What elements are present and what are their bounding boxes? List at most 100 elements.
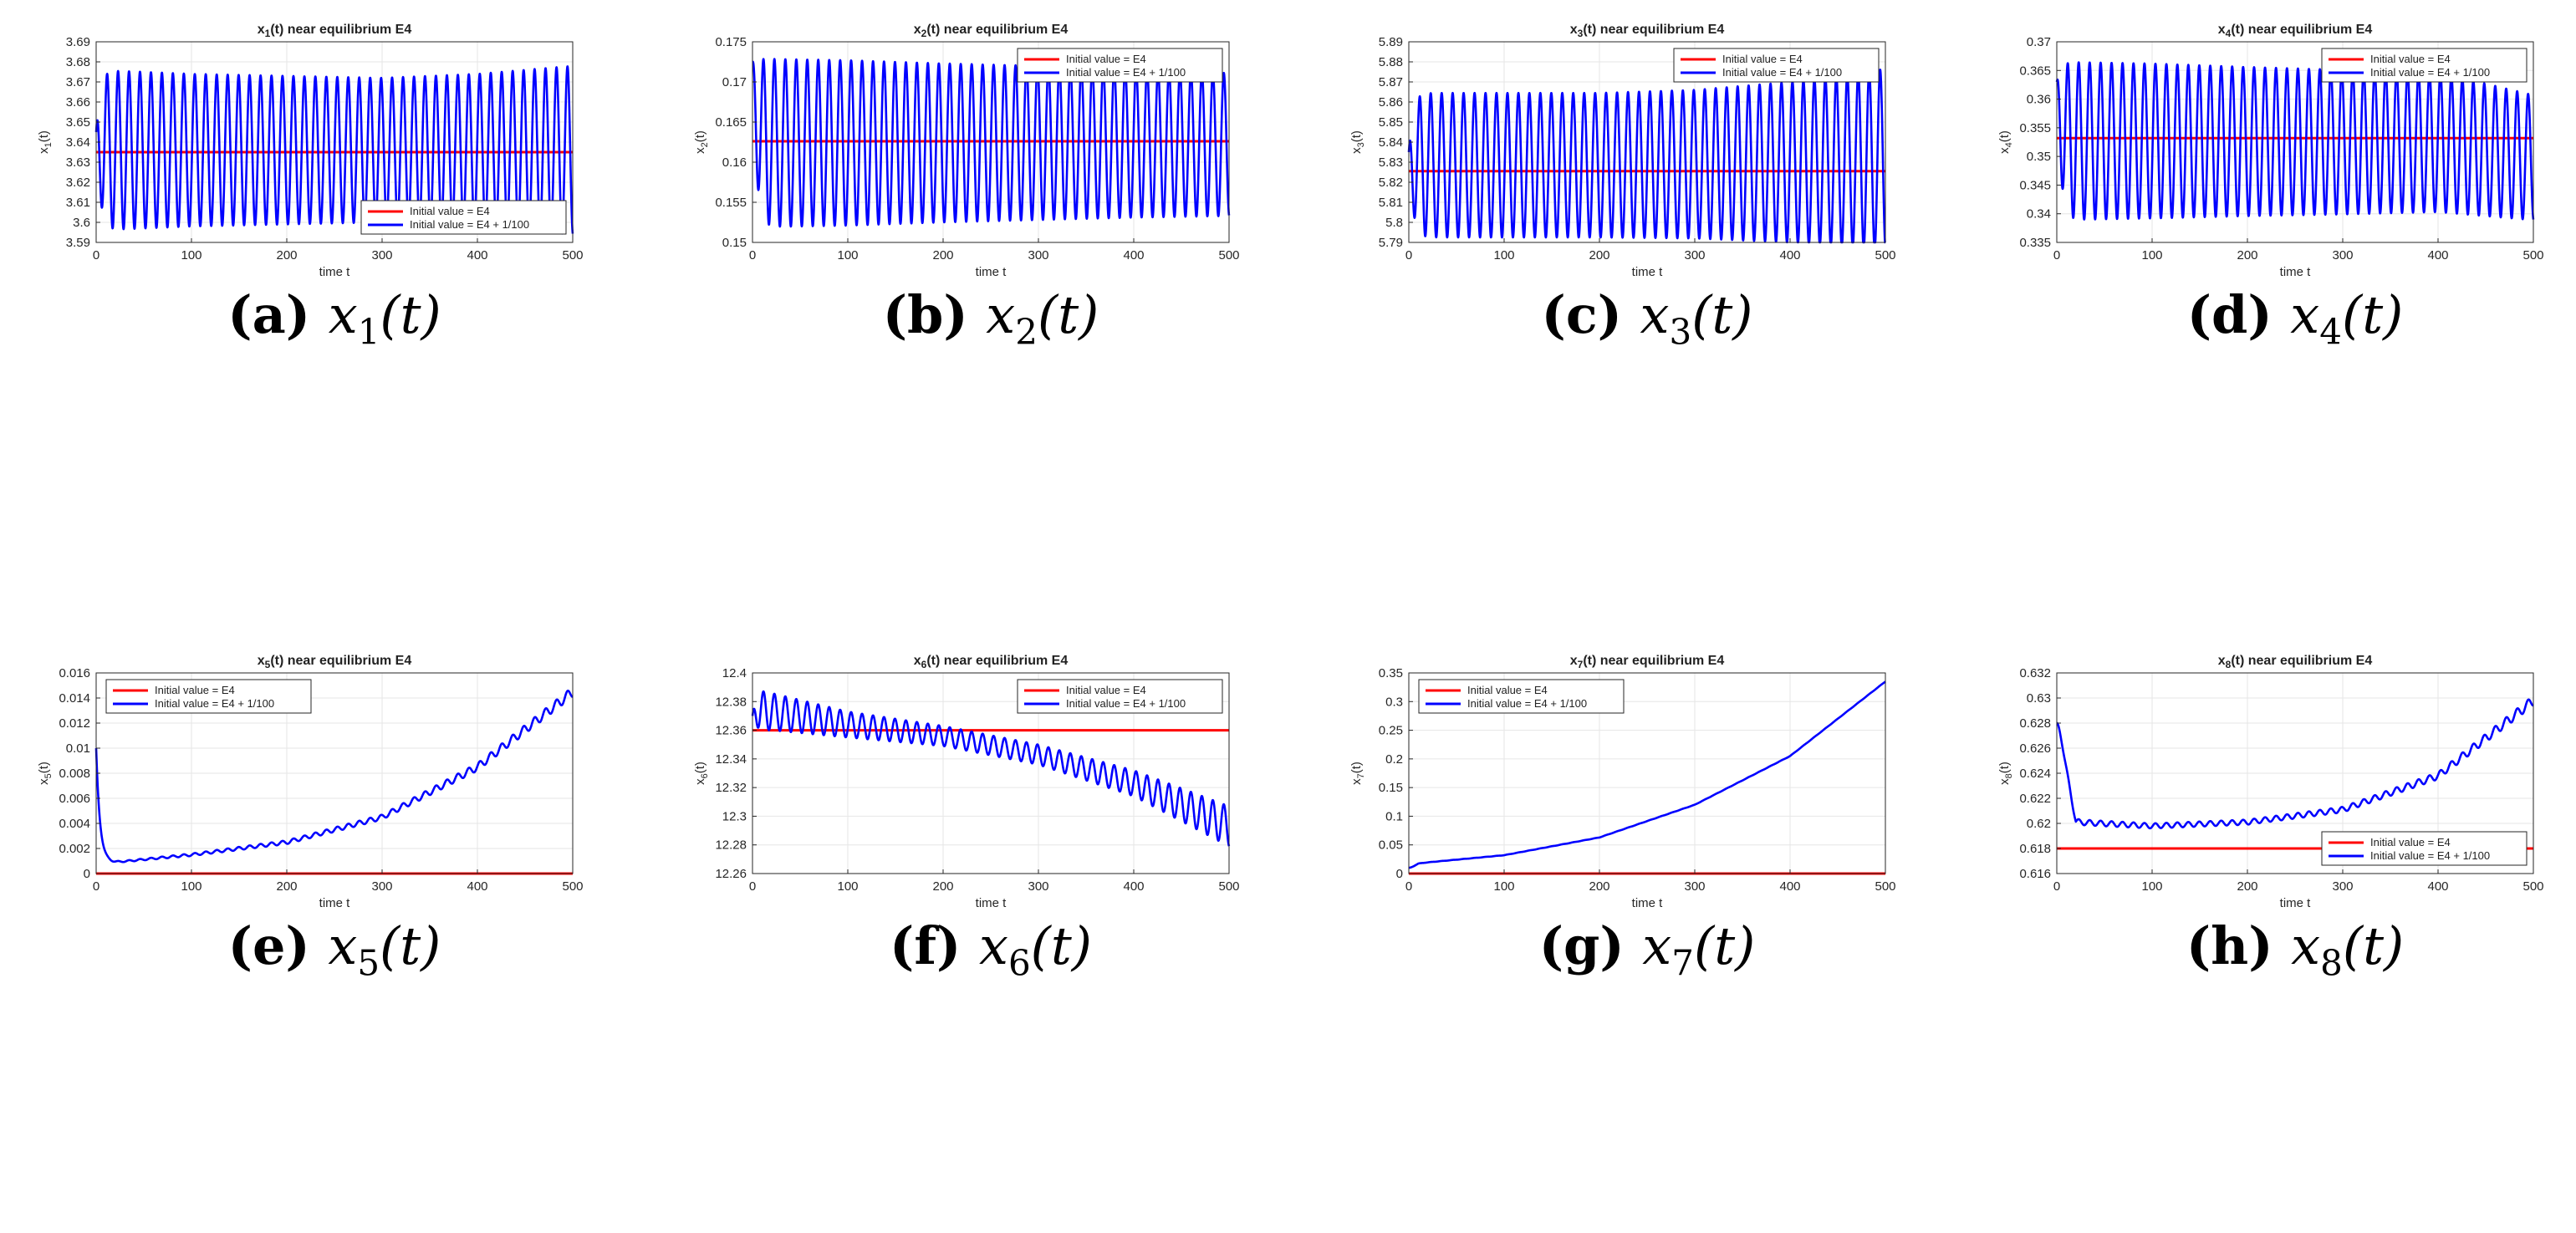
y-tick-label: 3.67: [66, 75, 90, 89]
x-tick-label: 0: [749, 879, 756, 894]
axes-box: [752, 41, 1230, 243]
series-line-perturbed: [1407, 69, 1887, 244]
x-tick-label: 500: [562, 879, 583, 894]
x-axis-label: time t: [1632, 265, 1664, 279]
x-tick-label: 300: [1028, 879, 1048, 894]
panel-caption: (g) x7(t): [1409, 915, 1885, 983]
series-line-perturbed: [2055, 698, 2535, 830]
chart-title: x1(t) near equilibrium E4: [258, 23, 412, 39]
y-tick-label: 3.62: [66, 176, 90, 190]
chart-title: x6(t) near equilibrium E4: [914, 654, 1069, 670]
x-tick-label: 100: [1493, 248, 1514, 262]
y-tick-label: 12.28: [715, 838, 747, 853]
legend-box: [360, 200, 567, 235]
x-tick-label: 400: [2427, 879, 2448, 894]
x-tick-label: 300: [2332, 879, 2353, 894]
x-axis-label: time t: [2280, 265, 2312, 279]
caption-argument: (t): [380, 284, 441, 345]
x-tick-label: 300: [371, 248, 392, 262]
y-tick-label: 0.35: [1379, 666, 1403, 680]
series-line-perturbed: [94, 689, 574, 864]
legend-box: [105, 679, 312, 714]
x-tick-label: 100: [181, 248, 201, 262]
legend-label: Initial value = E4: [1066, 684, 1146, 696]
legend-label: Initial value = E4 + 1/100: [1066, 697, 1186, 710]
legend-box: [2321, 48, 2528, 83]
caption-variable: x: [1640, 284, 1670, 345]
y-tick-label: 5.79: [1379, 236, 1403, 250]
caption-argument: (t): [1030, 915, 1092, 976]
caption-subscript: 8: [2320, 942, 2343, 984]
y-axis-label: x6(t): [693, 762, 710, 785]
y-tick-label: 12.3: [722, 809, 747, 823]
y-tick-label: 0.63: [2027, 691, 2051, 706]
legend-box: [1017, 48, 1223, 83]
y-tick-label: 5.85: [1379, 115, 1403, 130]
y-tick-label: 0.014: [59, 691, 90, 706]
y-tick-label: 0.05: [1379, 838, 1403, 853]
chart-6: 0 100 200 300 400 500 12.26 12.28 12.3 12.32 12.34…: [693, 654, 1240, 910]
chart-title: x8(t) near equilibrium E4: [2218, 654, 2373, 670]
x-axis-label: time t: [976, 896, 1007, 910]
y-tick-label: 3.66: [66, 95, 90, 110]
x-tick-label: 0: [1405, 879, 1412, 894]
caption-argument: (t): [1694, 915, 1756, 976]
y-axis-label: x7(t): [1349, 762, 1366, 785]
axes-box: [1408, 672, 1886, 874]
x-tick-label: 500: [1218, 879, 1239, 894]
caption-variable: x: [2290, 284, 2320, 345]
x-tick-label: 400: [467, 248, 487, 262]
y-tick-label: 0.335: [2019, 236, 2051, 250]
legend-label: Initial value = E4 + 1/100: [2370, 66, 2490, 79]
caption-variable: x: [328, 915, 358, 976]
x-tick-label: 500: [1218, 248, 1239, 262]
chart-title: x3(t) near equilibrium E4: [1570, 23, 1725, 39]
y-tick-label: 5.8: [1385, 216, 1403, 230]
caption-subscript: 6: [1007, 942, 1031, 984]
y-axis-label: x1(t): [37, 130, 54, 154]
y-tick-label: 0.37: [2027, 35, 2051, 49]
y-tick-label: 0.622: [2019, 792, 2051, 806]
y-tick-label: 5.83: [1379, 155, 1403, 170]
y-tick-label: 0.155: [715, 196, 747, 210]
y-tick-label: 0.01: [66, 741, 90, 756]
x-axis-label: time t: [1632, 896, 1664, 910]
y-tick-label: 3.64: [66, 135, 90, 150]
y-tick-label: 0.3: [1385, 695, 1403, 709]
caption-subscript: 4: [2319, 311, 2342, 353]
y-tick-label: 0: [84, 867, 90, 881]
y-tick-label: 5.89: [1379, 35, 1403, 49]
x-tick-label: 200: [1589, 879, 1609, 894]
caption-argument: (t): [1038, 284, 1099, 345]
y-tick-label: 3.59: [66, 236, 90, 250]
legend-label: Initial value = E4: [155, 684, 235, 696]
y-tick-label: 0.15: [1379, 781, 1403, 795]
y-tick-label: 0.35: [2027, 150, 2051, 164]
axes-box: [752, 672, 1230, 874]
chart-title: x4(t) near equilibrium E4: [2218, 23, 2373, 39]
legend-label: Initial value = E4 + 1/100: [1722, 66, 1842, 79]
y-axis-label: x2(t): [693, 130, 710, 154]
caption-label: (g): [1538, 915, 1643, 976]
x-axis-label: time t: [2280, 896, 2312, 910]
legend-label: Initial value = E4: [1467, 684, 1548, 696]
y-tick-label: 0: [1396, 867, 1403, 881]
legend-label: Initial value = E4 + 1/100: [1066, 66, 1186, 79]
caption-variable: x: [978, 915, 1008, 976]
y-tick-label: 0.165: [715, 115, 747, 130]
legend-box: [1673, 48, 1880, 83]
x-tick-label: 300: [371, 879, 392, 894]
x-tick-label: 200: [2237, 879, 2257, 894]
x-tick-label: 100: [2141, 248, 2162, 262]
legend-label: Initial value = E4: [2370, 836, 2451, 848]
series-line-perturbed: [2055, 61, 2535, 221]
chart-4: 0 100 200 300 400 500 0.335 0.34 0.345 0.35 0.355 0…: [1997, 23, 2544, 279]
y-tick-label: 0.34: [2027, 207, 2051, 222]
caption-label: (e): [227, 915, 329, 976]
x-tick-label: 0: [749, 248, 756, 262]
